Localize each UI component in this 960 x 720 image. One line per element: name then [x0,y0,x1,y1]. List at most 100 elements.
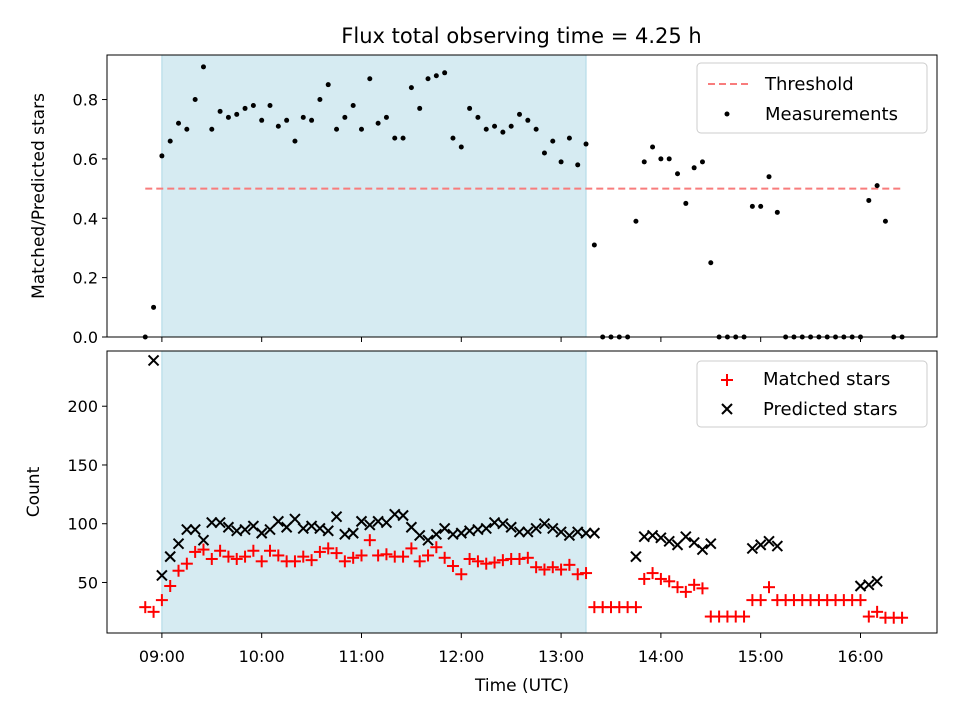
measurement-point [550,138,556,144]
measurement-point [483,126,489,132]
matched-star-point [372,549,385,562]
matched-star-point [671,581,684,594]
predicted-star-point [422,534,434,546]
matched-star-point [438,551,451,564]
matched-star-point [563,558,576,571]
matched-star-point [896,611,909,624]
observing-window-shade [161,350,587,634]
measurement-point [292,138,298,144]
predicted-star-point [206,516,218,529]
predicted-star-point [655,532,667,544]
matched-star-point [255,555,268,568]
measurement-point [176,120,182,126]
measurement-point [284,117,290,123]
matched-star-point [754,594,767,607]
matched-star-point [363,534,376,547]
measurement-point [874,183,880,189]
predicted-star-point [863,579,875,591]
legend-matched-swatch [721,374,733,386]
predicted-star-point [522,526,534,538]
x-axis-label: Time (UTC) [474,676,569,696]
matched-star-point [205,552,218,565]
matched-star-point [696,582,709,595]
matched-star-point [530,561,543,574]
measurement-point [325,82,331,88]
top-legend-box [696,62,928,134]
x-tick-label: 15:00 [738,647,784,666]
matched-star-point [405,542,418,555]
y-tick-label: 0.2 [73,269,98,288]
x-tick-label: 14:00 [638,647,684,666]
y-tick-label: 50 [78,573,98,592]
matched-star-point [629,601,642,614]
matched-star-point [397,550,410,563]
chart-title: Flux total observing time = 4.25 h [341,24,701,48]
measurement-point [641,159,647,165]
measurement-point [774,209,780,215]
predicted-star-point [480,522,492,535]
bottom-y-axis-label: Count [24,466,44,517]
matched-star-point [538,563,551,576]
matched-star-point [862,610,875,623]
measurement-point [517,111,523,117]
predicted-star-point [455,527,467,539]
measurement-point [658,156,664,162]
measurement-point [309,117,315,123]
y-tick-label: 100 [67,515,98,534]
measurement-point [184,126,190,132]
matched-star-point [247,544,260,557]
matched-star-point [763,581,776,594]
matched-star-point [654,572,667,585]
matched-star-point [679,585,692,598]
legend-measurements-label: Measurements [765,104,898,125]
top-legend: Threshold Measurements [696,62,928,134]
matched-star-point [463,552,476,565]
matched-star-point [197,543,210,556]
matched-star-point [496,554,509,567]
measurement-point [533,126,539,132]
measurement-point [475,114,481,120]
y-tick-label: 0.0 [73,328,98,347]
measurement-point [159,153,165,159]
predicted-star-point [746,542,759,555]
matched-star-point [638,572,651,585]
measurement-point [275,123,281,129]
predicted-star-point [513,526,526,538]
matched-star-point [155,594,168,607]
y-tick-label: 200 [67,397,98,416]
measurement-point [566,135,572,141]
predicted-star-point [538,518,551,530]
measurement-point [591,242,597,248]
matched-star-point [189,545,202,558]
measurement-point [358,126,364,132]
predicted-star-point [430,528,443,541]
measurement-point [442,70,448,76]
measurement-point [334,126,340,132]
x-tick-label: 09:00 [139,647,185,666]
measurement-point [300,114,306,120]
matched-star-point [272,549,285,562]
measurement-point [342,114,348,120]
matched-star-point [688,578,701,591]
matched-star-point [430,541,443,554]
matched-star-point [264,544,277,557]
matched-star-point [555,563,568,576]
top-y-axis-label: Matched/Predicted stars [29,93,49,299]
predicted-star-point [580,527,592,539]
measurement-point [882,218,888,224]
predicted-star-point [696,543,709,556]
measurement-point [192,97,198,103]
measurement-point [417,105,423,111]
matched-star-point [380,548,393,561]
measurement-point [433,73,439,79]
legend-threshold-label: Threshold [764,74,854,95]
measurement-point [508,123,514,129]
predicted-star-point [413,529,426,542]
predicted-star-point [347,527,359,539]
predicted-star-point [771,540,784,552]
matched-star-point [455,568,468,581]
measurement-point [375,120,381,126]
predicted-star-point [438,522,451,535]
measurement-point [250,102,256,108]
measurement-point [450,135,456,141]
